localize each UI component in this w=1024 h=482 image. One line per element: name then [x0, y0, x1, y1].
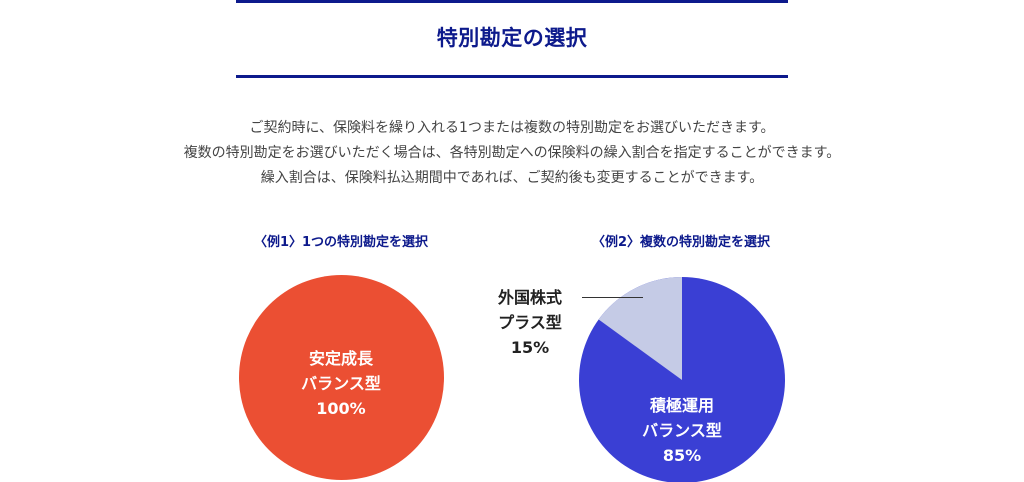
header-top-rule: [236, 0, 788, 3]
leader-line: [582, 297, 643, 298]
slice-name: バランス型: [301, 374, 381, 393]
example1-title: 〈例1〉1つの特別勘定を選択: [253, 235, 429, 250]
header-bottom-rule: [236, 75, 788, 78]
slice-percent: 85%: [662, 446, 702, 465]
slice-name: プラス型: [498, 313, 562, 332]
slice-name: バランス型: [642, 421, 722, 440]
pie2-side-slice-label: 外国株式 プラス型 15%: [480, 285, 580, 360]
description-line: 複数の特別勘定をお選びいただく場合は、各特別勘定への保険料の繰入割合を指定するこ…: [183, 145, 841, 161]
slice-percent: 100%: [316, 399, 366, 418]
pie-slice-stable-growth: [239, 275, 444, 480]
description-line: ご契約時に、保険料を繰り入れる1つまたは複数の特別勘定をお選びいただきます。: [249, 120, 775, 136]
slice-name: 安定成長: [308, 349, 373, 368]
slice-name: 積極運用: [649, 396, 714, 415]
example2-pie-chart: [579, 277, 785, 482]
pie-slice-foreign-equity-plus: [598, 277, 682, 380]
pie1-slice-label: 安定成長 バランス型 100%: [261, 346, 421, 421]
description-line: 繰入割合は、保険料払込期間中であれば、ご契約後も変更することができます。: [260, 170, 764, 186]
page-title: 特別勘定の選択: [436, 26, 588, 50]
example1-pie-chart: [239, 275, 444, 480]
description: ご契約時に、保険料を繰り入れる1つまたは複数の特別勘定をお選びいただきます。 複…: [0, 116, 1024, 191]
slice-name: 外国株式: [497, 288, 562, 307]
slice-percent: 15%: [510, 338, 550, 357]
example2-title: 〈例2〉複数の特別勘定を選択: [591, 235, 771, 250]
pie2-main-slice-label: 積極運用 バランス型 85%: [602, 393, 762, 468]
